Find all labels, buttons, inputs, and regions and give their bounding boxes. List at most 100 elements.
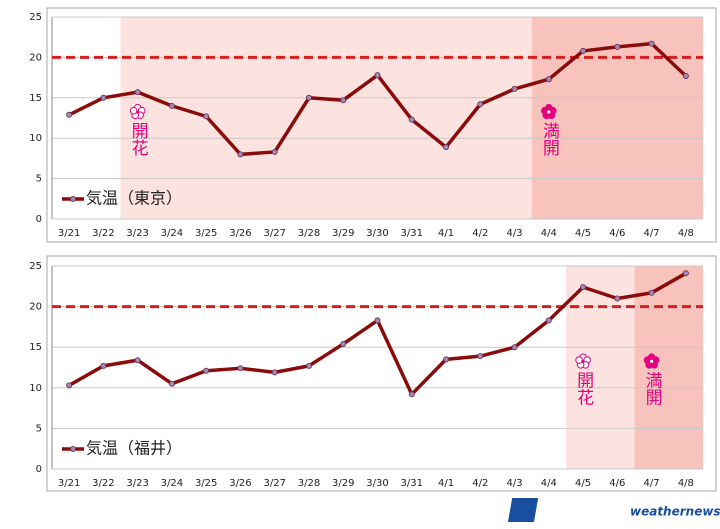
logo-mark: WN [593,502,623,520]
logo-box [507,498,539,522]
x-tick-label: 3/25 [195,478,217,489]
x-tick-label: 4/6 [609,228,625,239]
x-tick-label: 3/30 [366,228,388,239]
x-tick-label: 3/28 [298,228,320,239]
flower-center [650,359,654,364]
point [408,391,415,398]
x-tick-label: 3/22 [92,228,114,239]
point [443,356,450,363]
x-tick-label: 3/29 [332,478,354,489]
y-tick-label: 25 [29,261,42,272]
x-tick-label: 4/4 [541,228,557,239]
point [374,72,381,79]
point [237,151,244,158]
y-tick-label: 15 [29,342,42,353]
x-tick-label: 4/8 [678,478,694,489]
x-tick-label: 4/7 [644,228,660,239]
point [511,344,518,351]
bloom-period [531,17,703,219]
point [66,382,73,389]
logo-text: weathernews [630,505,720,519]
point [648,40,655,47]
x-tick-label: 3/31 [401,478,423,489]
x-tick-label: 3/26 [229,228,251,239]
point [477,101,484,108]
x-tick-label: 3/26 [229,478,251,489]
flower-petal [541,106,549,115]
point [511,85,518,92]
point [614,295,621,302]
x-tick-label: 3/31 [401,228,423,239]
bloom-label: 開花 [573,371,594,405]
panel: 0 5 10 15 20 25 3/21 3/22 3/23 3/24 3/25 3/26 3/27 3/… [29,255,717,492]
point [100,362,107,369]
point [580,47,587,54]
x-tick-label: 4/5 [575,228,591,239]
point [374,317,381,324]
flower-petal [129,106,138,115]
x-tick-label: 4/2 [472,478,488,489]
flower-petal [575,356,583,364]
bloom-period [120,17,532,219]
bloom-label: 満開 [539,122,560,157]
logo: WN weathernews [507,498,720,522]
point [648,289,655,296]
point [100,94,107,101]
x-tick-label: 4/6 [609,478,625,489]
point [614,43,621,50]
x-tick-label: 4/1 [438,478,454,489]
panel: 0 5 10 15 20 25 3/21 3/22 3/23 3/24 3/25 3/26 3/27 3/… [29,7,717,243]
x-tick-label: 3/24 [161,228,183,239]
legend-marker [70,195,77,202]
x-tick-label: 3/24 [161,478,183,489]
flower-center [136,110,140,114]
flower-center [547,110,551,114]
x-tick-label: 4/5 [575,478,591,489]
y-tick-label: 15 [29,93,42,104]
y-tick-label: 5 [36,423,42,434]
x-tick-label: 4/2 [472,228,488,239]
point [271,369,278,376]
point [477,353,484,360]
x-tick-label: 3/22 [92,478,114,489]
x-tick-label: 3/25 [195,228,217,239]
point [134,89,141,96]
bloom-period [634,266,703,469]
bloom-label: 開花 [128,122,149,156]
point [168,380,175,387]
point [580,284,587,291]
x-tick-label: 3/23 [126,478,148,489]
x-tick-label: 4/4 [541,478,557,489]
y-tick-label: 0 [36,214,42,225]
point [443,144,450,151]
point [66,111,73,118]
flower-petal [643,356,652,364]
point [134,357,141,364]
legend-label: 気温（福井） [86,439,182,458]
y-tick-label: 10 [29,383,42,394]
x-tick-label: 3/23 [126,228,148,239]
x-tick-label: 4/8 [678,228,694,239]
x-tick-label: 4/1 [438,228,454,239]
point [305,362,312,369]
point [168,102,175,109]
point [545,76,552,83]
point [682,270,689,277]
y-tick-label: 20 [29,302,42,313]
y-tick-label: 20 [29,52,42,63]
flower-center [581,359,585,364]
point [237,365,244,372]
point [203,367,210,374]
point [340,97,347,104]
y-tick-label: 25 [29,12,42,23]
point [271,148,278,155]
x-tick-label: 4/3 [507,478,523,489]
x-tick-label: 3/27 [263,228,285,239]
bloom-label: 満開 [642,371,663,406]
point [305,94,312,101]
point [340,340,347,347]
point [408,116,415,123]
point [545,317,552,324]
y-tick-label: 0 [36,464,42,475]
